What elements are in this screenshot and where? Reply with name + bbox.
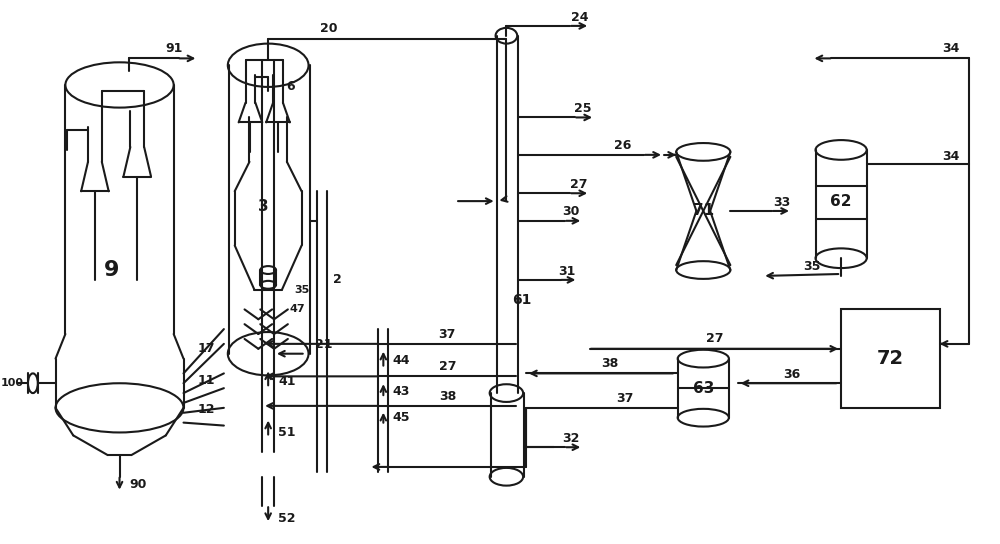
Text: 51: 51 [278,426,296,439]
Text: 17: 17 [197,342,215,355]
Text: 72: 72 [877,349,904,368]
Text: 9: 9 [104,260,119,280]
Text: 38: 38 [439,390,456,403]
Text: 35: 35 [295,285,310,295]
Text: 6: 6 [286,81,295,94]
Text: 27: 27 [706,332,724,345]
Text: 35: 35 [803,259,820,273]
Text: 37: 37 [616,392,633,405]
Text: 12: 12 [197,403,215,416]
Text: 38: 38 [601,357,618,370]
Text: 21: 21 [315,338,333,351]
Text: 27: 27 [439,360,456,373]
Text: 33: 33 [773,196,791,208]
Text: 61: 61 [512,293,532,307]
Text: 91: 91 [165,42,182,55]
Text: 34: 34 [942,42,959,55]
Text: 45: 45 [392,411,410,424]
Text: 30: 30 [563,206,580,219]
Text: 36: 36 [783,368,801,381]
Text: 41: 41 [278,375,296,388]
Text: 25: 25 [574,102,592,115]
Text: 44: 44 [392,354,410,367]
Text: 20: 20 [320,22,338,35]
Bar [841,310,940,408]
Text: 62: 62 [830,194,852,208]
Text: 71: 71 [693,203,714,219]
Text: 27: 27 [570,178,587,191]
Text: 31: 31 [558,264,575,277]
Text: 90: 90 [129,478,147,491]
Text: 47: 47 [290,305,305,314]
Text: 2: 2 [333,274,342,286]
Text: 26: 26 [614,139,631,152]
Text: 34: 34 [942,150,959,163]
Text: 100: 100 [1,378,24,388]
Text: 37: 37 [439,327,456,341]
Text: 63: 63 [693,381,714,395]
Text: 3: 3 [258,199,269,214]
Text: 32: 32 [563,432,580,445]
Text: 52: 52 [278,511,296,524]
Text: 24: 24 [571,10,589,23]
Text: 43: 43 [392,385,410,398]
Text: 11: 11 [197,374,215,387]
